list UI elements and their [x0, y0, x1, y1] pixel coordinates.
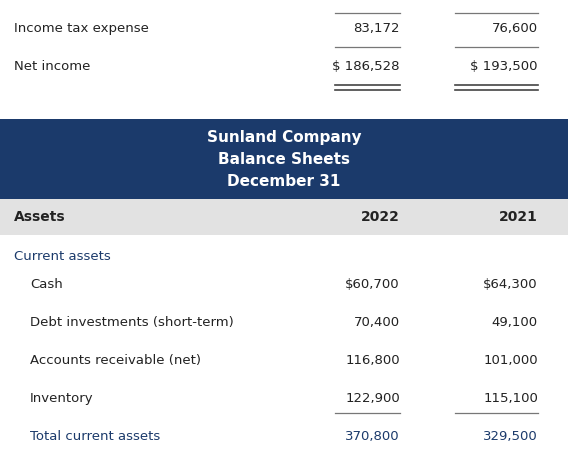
- Text: Income tax expense: Income tax expense: [14, 22, 149, 35]
- Text: $ 186,528: $ 186,528: [332, 60, 400, 73]
- Text: $60,700: $60,700: [345, 277, 400, 291]
- Text: 83,172: 83,172: [353, 22, 400, 35]
- Text: 122,900: 122,900: [345, 391, 400, 404]
- Text: 49,100: 49,100: [492, 315, 538, 328]
- Bar: [0, 120, 568, 200]
- Text: 116,800: 116,800: [345, 353, 400, 366]
- Text: Sunland Company: Sunland Company: [207, 130, 361, 145]
- Text: Inventory: Inventory: [30, 391, 94, 404]
- Text: 101,000: 101,000: [483, 353, 538, 366]
- Text: Debt investments (short-term): Debt investments (short-term): [30, 315, 234, 328]
- Text: Total current assets: Total current assets: [30, 429, 160, 442]
- Text: 329,500: 329,500: [483, 429, 538, 442]
- Text: 115,100: 115,100: [483, 391, 538, 404]
- Text: Current assets: Current assets: [14, 249, 111, 263]
- Text: 2022: 2022: [361, 210, 400, 224]
- Text: Assets: Assets: [14, 210, 66, 224]
- Text: Net income: Net income: [14, 60, 90, 73]
- Text: 370,800: 370,800: [345, 429, 400, 442]
- Text: $64,300: $64,300: [483, 277, 538, 291]
- Text: Cash: Cash: [30, 277, 62, 291]
- Text: 70,400: 70,400: [354, 315, 400, 328]
- Text: $ 193,500: $ 193,500: [470, 60, 538, 73]
- Text: 76,600: 76,600: [492, 22, 538, 35]
- Text: Accounts receivable (net): Accounts receivable (net): [30, 353, 201, 366]
- Bar: [0, 200, 568, 235]
- Text: December 31: December 31: [227, 174, 341, 189]
- Text: Balance Sheets: Balance Sheets: [218, 151, 350, 167]
- Text: 2021: 2021: [499, 210, 538, 224]
